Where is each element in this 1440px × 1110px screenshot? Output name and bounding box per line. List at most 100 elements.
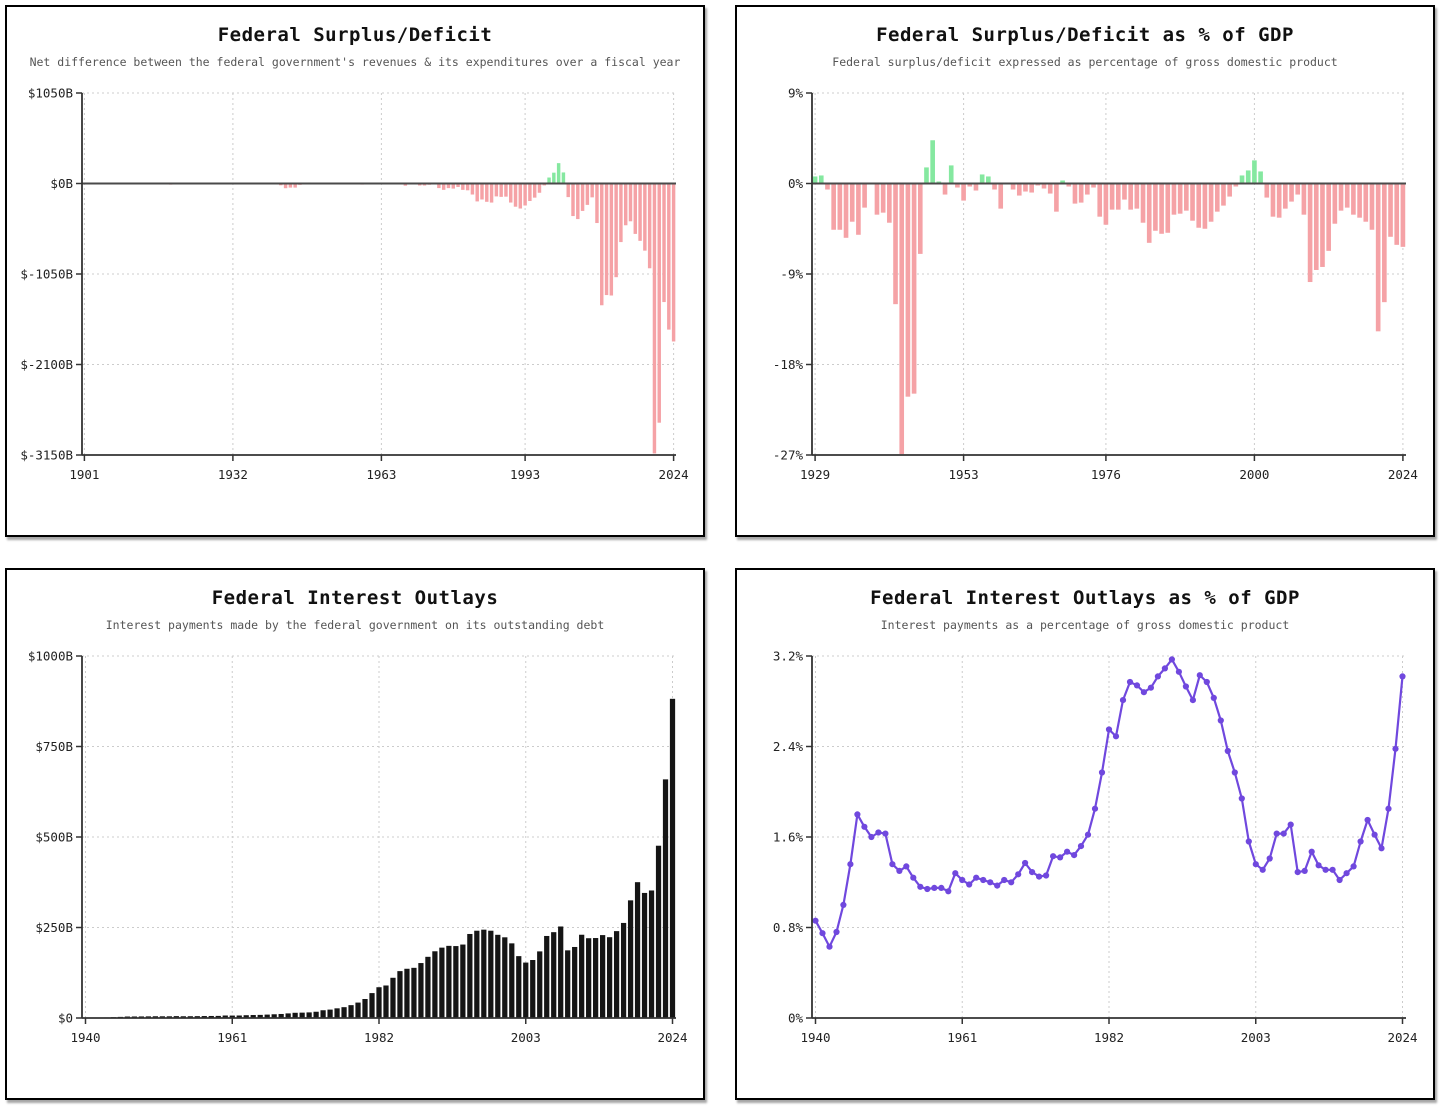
data-point-marker [987,879,994,886]
bar [264,1014,270,1018]
data-point-marker [1343,870,1350,877]
data-point-marker [1105,726,1113,733]
bar [530,960,536,1018]
x-tick-label: 2024 [657,1030,687,1045]
bar [667,183,671,330]
bar [571,183,575,217]
chart-title: Federal Surplus/Deficit [217,24,493,46]
bar [355,1002,361,1018]
data-point-marker [1071,852,1078,859]
data-point-marker [861,823,868,830]
y-tick-label: -18% [773,357,804,372]
bar [1326,183,1331,251]
data-point-marker [1050,853,1057,860]
y-tick-label: 0% [788,176,804,191]
bar [403,183,408,186]
bar [579,934,585,1018]
bar [544,935,550,1018]
bar [623,183,628,226]
bar [627,900,634,1018]
bar [547,177,551,184]
data-point-marker [1217,717,1224,724]
chart-subtitle: Interest payments as a percentage of gro… [880,618,1290,632]
data-point-marker [1231,769,1238,776]
bar [552,172,556,184]
bar [475,183,479,202]
data-point-marker [959,876,966,884]
surplus-deficit-chart: $1050B $0B $-1050B $-2100B $-3150B 1901 1932 19… [20,86,689,483]
data-point-marker [868,833,875,841]
data-point-marker [1399,673,1406,680]
data-point-marker [980,876,987,884]
bar [208,1015,214,1018]
bar [1159,183,1164,234]
data-point-marker [938,884,945,891]
data-point-marker [1126,678,1134,686]
bar [485,183,489,202]
data-point-marker [1350,863,1357,870]
data-point-marker [826,943,833,950]
data-point-marker [1015,871,1022,878]
x-tick-label: 1982 [364,1030,394,1045]
bar [480,183,484,200]
bar [973,183,979,191]
bar [292,1012,298,1018]
bar [593,938,599,1018]
bar [288,183,293,188]
bar [634,882,641,1018]
bar [306,1012,312,1018]
surplus-deficit-pct-gdp-chart: 9% 0% -9% -18% -27% 1929 1953 1976 2000 2024 [773,86,1418,483]
data-point-marker [1203,678,1210,686]
x-tick-label: 1963 [366,467,396,482]
bar [383,985,389,1018]
bar [586,938,592,1018]
bar [1196,183,1202,228]
y-tick-label: 9% [788,86,804,101]
bar [609,183,614,296]
x-tick-label: 2024 [659,467,689,482]
data-point-marker [1161,665,1168,672]
data-point-marker [1238,795,1245,802]
bar [504,183,508,197]
bar [1307,183,1313,283]
data-point-marker [1385,805,1392,812]
x-tick-label: 2003 [1241,1030,1271,1045]
bar [411,967,417,1018]
panel-federal-surplus-deficit: Federal Surplus/Deficit Net difference b… [5,5,705,537]
bar [992,183,997,190]
bar [283,183,288,189]
x-tick-label: 1993 [510,467,540,482]
bar [460,944,466,1018]
line-series [812,656,1406,950]
bar [215,1015,221,1018]
bar [194,1016,200,1018]
data-point-marker [1112,733,1120,740]
bar [1060,180,1065,184]
bar [1128,183,1133,210]
x-tick-label: 1982 [1094,1030,1124,1045]
bar [532,183,537,198]
bar [1010,183,1016,190]
x-tick-label: 1961 [217,1030,247,1045]
data-point-marker [1252,861,1259,868]
bar [432,951,438,1018]
bar [376,987,382,1018]
bar [641,892,648,1018]
bar [1388,183,1393,237]
bar [489,183,494,203]
bar [1295,183,1301,195]
bar [362,999,368,1018]
bar [348,1005,354,1018]
y-tick-label: -9% [780,267,803,282]
bar [566,183,570,198]
bar [1394,183,1400,245]
bar [1252,160,1257,184]
bar [600,935,606,1018]
data-point-marker [903,863,910,870]
bar [669,698,676,1018]
data-point-marker [1266,855,1273,862]
bar [1276,183,1282,218]
bar [1091,183,1096,188]
y-tick-label: $0B [50,176,73,191]
y-tick-label: $250B [35,920,73,935]
